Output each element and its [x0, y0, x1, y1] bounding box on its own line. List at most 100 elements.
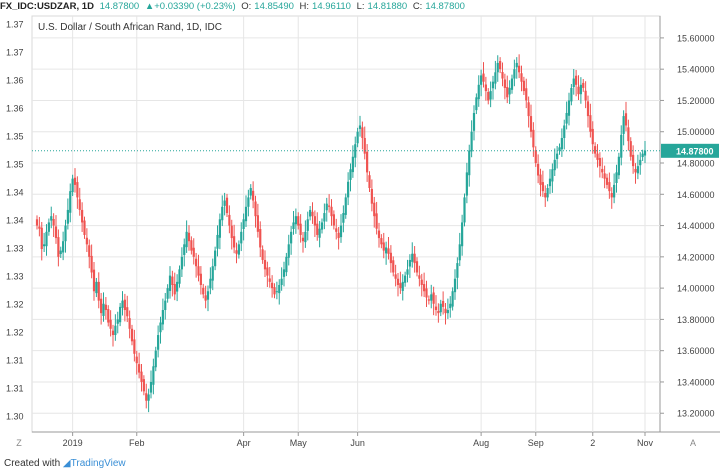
- candle-body: [513, 69, 516, 79]
- left-axis-tick-label: 1.34: [6, 216, 24, 226]
- right-axis-tick-label: 14.20000: [677, 252, 715, 262]
- candle-body: [453, 278, 457, 293]
- candle-body: [643, 150, 647, 156]
- candle-body: [81, 209, 84, 223]
- candle-body: [47, 222, 50, 232]
- candle-body: [102, 303, 105, 316]
- x-axis-tick-label: Apr: [237, 438, 251, 448]
- candle-body: [40, 227, 43, 250]
- x-axis-tick-label: Jun: [350, 438, 365, 448]
- candle-body: [579, 84, 582, 95]
- candle-body: [527, 102, 530, 117]
- candle-body: [180, 256, 183, 270]
- candle-body: [209, 278, 212, 289]
- candle-body: [50, 216, 53, 221]
- candle-body: [560, 137, 563, 150]
- candle-body: [484, 84, 487, 92]
- left-axis-tick-label: 1.35: [6, 160, 24, 170]
- candle-body: [446, 310, 449, 314]
- candle-body: [332, 214, 335, 226]
- candle-body: [539, 174, 542, 185]
- candle-body: [632, 154, 635, 167]
- candle-body: [100, 298, 103, 314]
- candle-body: [325, 203, 328, 211]
- candle-body: [392, 260, 395, 273]
- candle-body: [544, 193, 547, 198]
- candle-body: [351, 156, 354, 173]
- candle-body: [575, 75, 578, 85]
- tradingview-link[interactable]: TradingView: [70, 458, 126, 469]
- right-axis-tick-label: 15.00000: [677, 127, 715, 137]
- candle-body: [66, 209, 69, 224]
- candle-body: [168, 275, 172, 291]
- z-button[interactable]: Z: [16, 438, 22, 448]
- candle-body: [468, 150, 471, 176]
- candle-body: [152, 366, 155, 385]
- x-axis-tick-label: Sep: [528, 438, 544, 448]
- current-price-label: 14.87800: [676, 146, 714, 156]
- candle-body: [413, 253, 416, 264]
- candle-body: [54, 226, 58, 239]
- candle-body: [489, 91, 492, 100]
- candle-body: [228, 214, 231, 226]
- candle-body: [563, 125, 566, 138]
- candle-body: [116, 319, 119, 324]
- left-axis-tick-label: 1.36: [6, 104, 24, 114]
- left-axis-tick-label: 1.32: [6, 328, 24, 338]
- candle-body: [221, 206, 224, 221]
- candle-body: [610, 193, 613, 198]
- right-axis-tick-label: 15.20000: [677, 96, 715, 106]
- candle-body: [309, 209, 312, 217]
- left-axis-tick-label: 1.31: [6, 356, 24, 366]
- symbol-info-bar: FX_IDC:USDZAR, 1D 14.87800 ▲+0.03390 (+0…: [0, 0, 720, 14]
- right-axis-tick-label: 14.80000: [677, 159, 715, 169]
- candle-body: [463, 197, 466, 223]
- candle-body: [503, 79, 506, 88]
- candle-body: [259, 229, 262, 248]
- close-value: 14.87800: [425, 1, 465, 12]
- candle-body: [316, 223, 319, 235]
- candle-body: [570, 87, 573, 102]
- candle-body: [275, 291, 278, 293]
- left-axis-tick-label: 1.33: [6, 244, 24, 254]
- candle-body: [344, 197, 347, 215]
- candle-body: [114, 325, 117, 336]
- candle-body: [532, 129, 535, 148]
- plot-frame: [31, 15, 661, 433]
- candle-body: [330, 206, 333, 217]
- candle-body: [370, 188, 373, 204]
- candle-body: [35, 219, 39, 226]
- candle-body: [565, 112, 568, 124]
- candle-body: [159, 322, 162, 333]
- candle-body: [553, 159, 556, 171]
- candle-body: [133, 339, 136, 354]
- candle-body: [518, 65, 521, 73]
- candle-body: [38, 226, 41, 229]
- candle-body: [282, 269, 286, 277]
- candle-body: [52, 218, 55, 226]
- candle-body: [377, 230, 381, 239]
- left-axis-tick-label: 1.37: [6, 48, 24, 58]
- candle-body: [394, 274, 397, 279]
- candle-body: [126, 307, 129, 317]
- auto-scale-button[interactable]: A: [689, 438, 696, 448]
- candle-body: [45, 231, 48, 247]
- candle-body: [480, 75, 483, 85]
- candle-body: [90, 255, 93, 273]
- candle-body: [556, 153, 559, 159]
- candle-body: [256, 215, 259, 232]
- candle-body: [59, 250, 62, 255]
- candle-body: [349, 169, 352, 180]
- candle-body: [434, 306, 438, 311]
- candle-body: [584, 90, 587, 101]
- candle-body: [499, 61, 502, 70]
- candle-body: [358, 125, 362, 129]
- right-axis-tick-label: 13.80000: [677, 315, 715, 325]
- left-axis-tick-label: 1.35: [6, 132, 24, 142]
- candle-body: [154, 350, 157, 368]
- candle-body: [356, 131, 359, 144]
- candle-body: [247, 197, 250, 207]
- candle-body: [57, 237, 60, 257]
- low-label: L:: [356, 1, 365, 12]
